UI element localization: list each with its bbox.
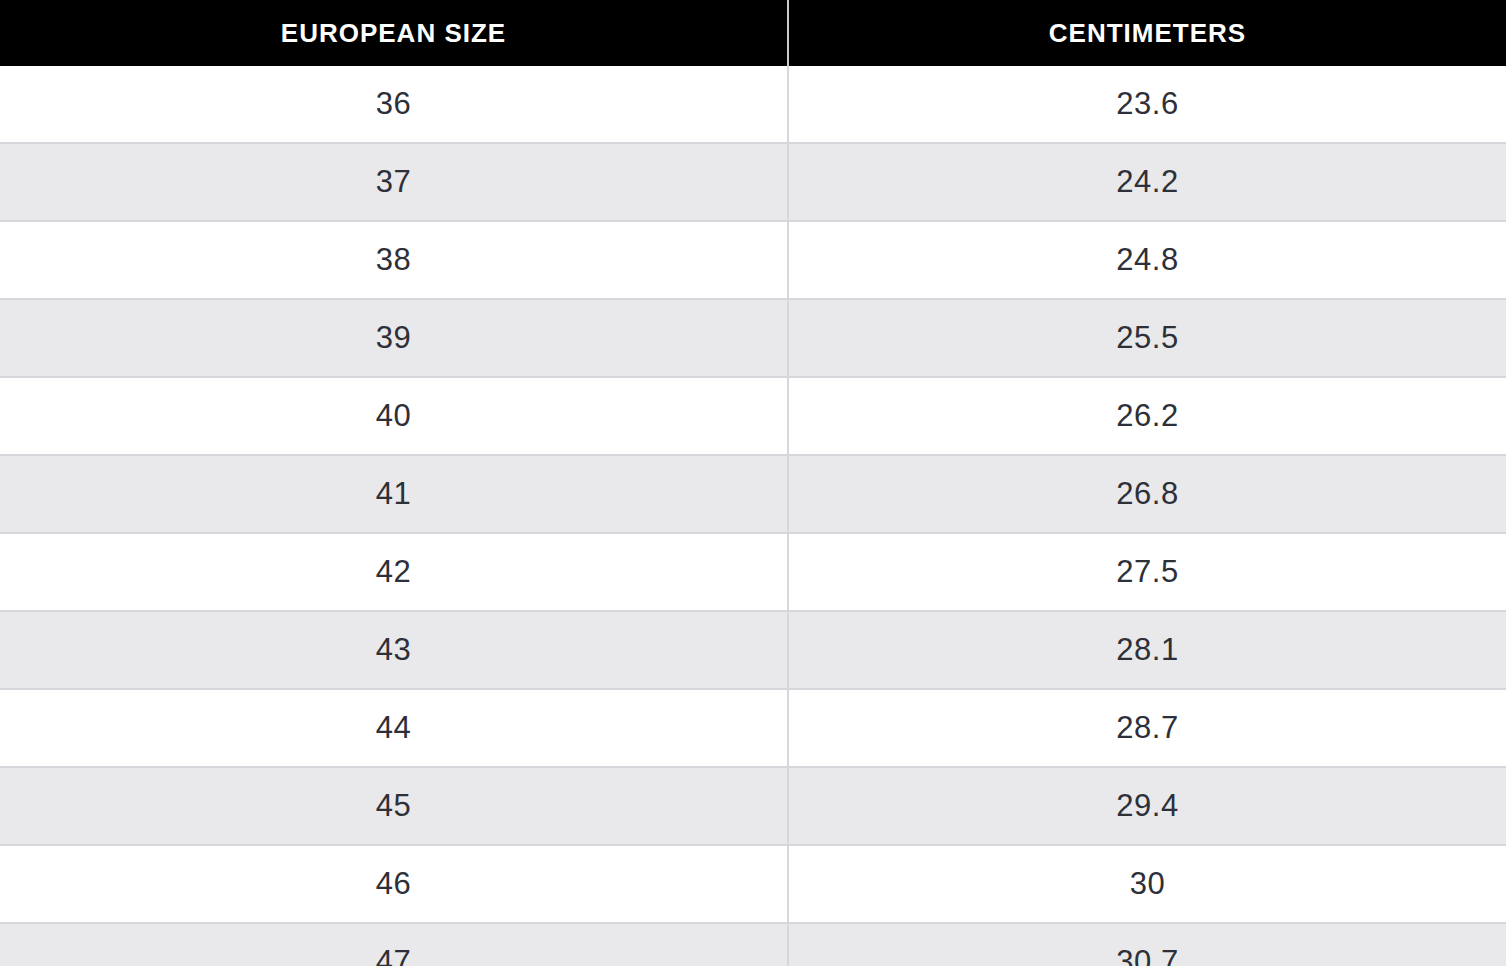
cell-cm: 28.1 [788, 611, 1506, 689]
table-row: 44 28.7 [0, 689, 1506, 767]
cell-size: 42 [0, 533, 788, 611]
cell-size: 43 [0, 611, 788, 689]
cell-size: 39 [0, 299, 788, 377]
header-european-size: EUROPEAN SIZE [0, 0, 788, 66]
cell-size: 38 [0, 221, 788, 299]
table-header: EUROPEAN SIZE CENTIMETERS [0, 0, 1506, 66]
table-body: 36 23.6 37 24.2 38 24.8 39 25.5 40 26.2 … [0, 66, 1506, 966]
table-row: 43 28.1 [0, 611, 1506, 689]
cell-cm: 23.6 [788, 66, 1506, 143]
table-row: 45 29.4 [0, 767, 1506, 845]
table-row: 38 24.8 [0, 221, 1506, 299]
table-row: 37 24.2 [0, 143, 1506, 221]
table-row: 39 25.5 [0, 299, 1506, 377]
table-row: 40 26.2 [0, 377, 1506, 455]
cell-size: 40 [0, 377, 788, 455]
cell-size: 46 [0, 845, 788, 923]
cell-cm: 28.7 [788, 689, 1506, 767]
cell-cm: 30 [788, 845, 1506, 923]
header-row: EUROPEAN SIZE CENTIMETERS [0, 0, 1506, 66]
cell-cm: 26.8 [788, 455, 1506, 533]
table-row: 42 27.5 [0, 533, 1506, 611]
cell-cm: 24.2 [788, 143, 1506, 221]
cell-size: 45 [0, 767, 788, 845]
table-row: 46 30 [0, 845, 1506, 923]
cell-size: 47 [0, 923, 788, 966]
cell-cm: 25.5 [788, 299, 1506, 377]
cell-size: 36 [0, 66, 788, 143]
cell-size: 44 [0, 689, 788, 767]
table-row: 47 30.7 [0, 923, 1506, 966]
cell-size: 37 [0, 143, 788, 221]
cell-cm: 26.2 [788, 377, 1506, 455]
header-centimeters: CENTIMETERS [788, 0, 1506, 66]
table-row: 36 23.6 [0, 66, 1506, 143]
cell-cm: 24.8 [788, 221, 1506, 299]
cell-cm: 27.5 [788, 533, 1506, 611]
table-row: 41 26.8 [0, 455, 1506, 533]
cell-size: 41 [0, 455, 788, 533]
size-conversion-table: EUROPEAN SIZE CENTIMETERS 36 23.6 37 24.… [0, 0, 1506, 966]
cell-cm: 29.4 [788, 767, 1506, 845]
cell-cm: 30.7 [788, 923, 1506, 966]
